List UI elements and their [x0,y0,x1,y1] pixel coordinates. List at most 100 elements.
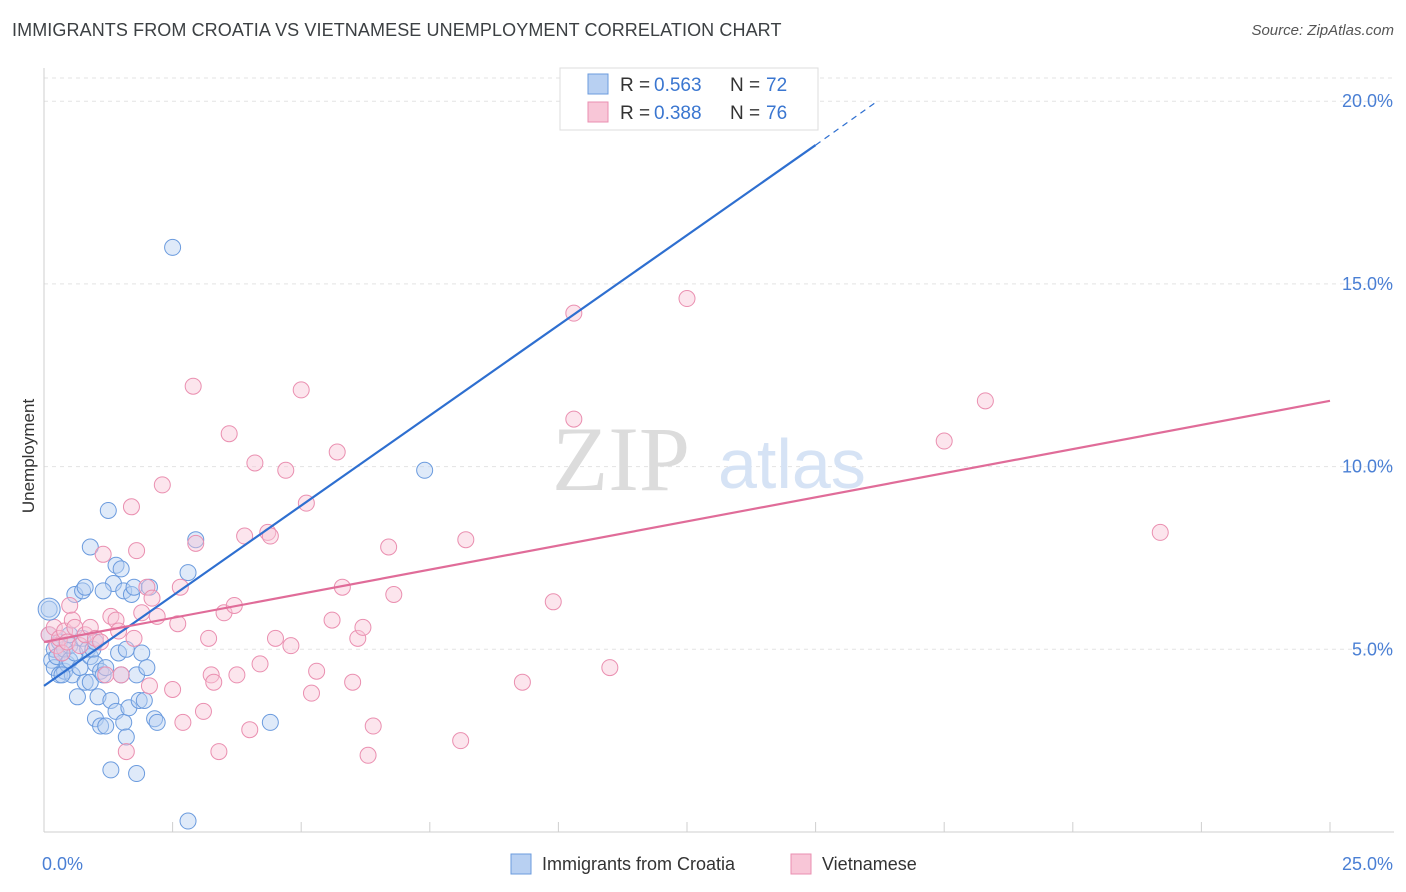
chart-source: Source: ZipAtlas.com [1251,22,1394,39]
y-tick-label: 20.0% [1342,91,1393,111]
y-axis-label: Unemployment [19,399,38,514]
croatia-point [89,688,107,706]
croatia-point [81,538,99,556]
vietnamese-point [138,578,156,596]
croatia-trend-line [43,144,817,687]
vietnamese-point [246,454,264,472]
vietnamese-point [169,615,187,633]
grid-layer [44,77,1394,650]
croatia-point [148,713,166,731]
vietnamese-point [210,743,228,761]
vietnamese-point [128,542,146,560]
bottom-legend-label: Immigrants from Croatia [542,854,736,874]
vietnamese-point [61,596,79,614]
legend-bottom: Immigrants from Croatia Vietnamese [510,853,917,875]
vietnamese-point [143,589,161,607]
vietnamese-point [187,534,205,552]
vietnamese-point [241,721,259,739]
axis-layer: 5.0% 10.0% 15.0% 20.0% 0.0% 25.0% [42,68,1394,874]
vietnamese-point [344,673,362,691]
legend-top: R = 0.563 N = 72 R = 0.388 N = 76 [559,67,819,131]
vietnamese-point [349,629,367,647]
croatia-point [125,578,143,596]
croatia-point [102,761,120,779]
vietnamese-point [266,629,284,647]
bottom-legend-swatch [790,853,812,875]
croatia-point [179,564,197,582]
vietnamese-point [153,476,171,494]
croatia-point [117,728,135,746]
legend-n-value: 72 [766,75,787,96]
croatia-point [128,765,146,783]
vietnamese-point [97,666,115,684]
vietnamese-point [184,377,202,395]
vietnamese-point [282,637,300,655]
vietnamese-point [94,545,112,563]
croatia-point [68,688,86,706]
watermark-zip: ZIP [552,408,690,510]
croatia-point [94,582,112,600]
legend-swatch [587,73,609,95]
vietnamese-point [457,531,475,549]
vietnamese-point [122,498,140,516]
y-tick-label: 5.0% [1352,639,1393,659]
vietnamese-trend-line [43,399,1331,644]
y-tick-label: 15.0% [1342,274,1393,294]
vietnamese-point [164,681,182,698]
watermark-atlas: atlas [718,425,866,503]
vietnamese-point [71,637,89,655]
vietnamese-point [323,611,341,629]
vietnamese-point [364,717,382,735]
vietnamese-point [174,713,192,731]
vietnamese-point [601,659,619,677]
croatia-point [97,659,115,677]
croatia-point [179,812,197,830]
vietnamese-point [92,633,110,651]
chart-title: IMMIGRANTS FROM CROATIA VS VIETNAMESE UN… [12,20,782,40]
vietnamese-point [565,410,583,428]
croatia-trend-extension [815,100,878,146]
vietnamese-point [292,381,310,399]
vietnamese-point [277,461,295,479]
vietnamese-point [117,743,135,761]
vietnamese-point [140,677,158,695]
legend-r-label: R = [620,75,650,96]
legend-n-label: N = [730,75,760,96]
vietnamese-point [220,425,238,443]
croatia-point [164,238,182,256]
vietnamese-point [976,392,994,410]
x-tick-label: 25.0% [1342,854,1393,874]
croatia-point [81,673,99,691]
vietnamese-point [81,618,99,636]
legend-r-label: R = [620,103,650,124]
legend-swatch [587,101,609,123]
croatia-point [133,644,151,662]
croatia-point [261,713,279,731]
vietnamese-point [452,732,470,750]
croatia-point [76,578,94,596]
croatia-point [130,691,148,709]
bottom-legend-label: Vietnamese [822,854,917,874]
vietnamese-point [935,432,953,450]
vietnamese-point [205,673,223,691]
croatia-point [187,531,205,549]
croatia-point [115,713,133,731]
vietnamese-point [328,443,346,461]
vietnamese-point [354,618,372,636]
vietnamese-point [385,586,403,603]
vietnamese-point [112,666,130,684]
bottom-legend-swatch [510,853,532,875]
vietnamese-point [125,629,143,647]
vietnamese-point [308,662,326,680]
croatia-point [112,560,130,578]
croatia-point [115,582,133,600]
vietnamese-point [513,673,531,691]
vietnamese-point [544,593,562,611]
croatia-point [40,600,58,618]
croatia-point [135,691,153,709]
vietnamese-point [380,538,398,556]
croatia-point [99,501,117,519]
points-layer [37,111,1169,830]
croatia-point [92,717,110,735]
legend-r-value: 0.388 [654,103,702,124]
